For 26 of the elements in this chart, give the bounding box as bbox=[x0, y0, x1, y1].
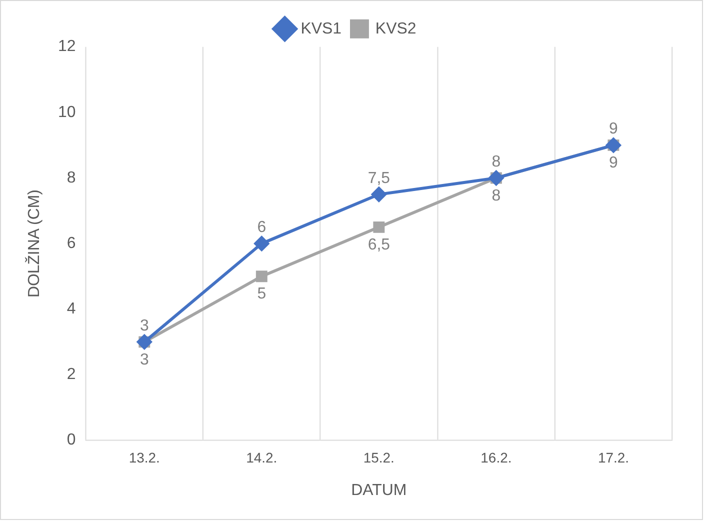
y-axis-title: DOLŽINA (CM) bbox=[24, 190, 43, 298]
data-label: 6,5 bbox=[368, 236, 390, 254]
y-tick-label: 12 bbox=[58, 38, 76, 56]
data-label: 7,5 bbox=[368, 170, 390, 187]
data-label: 3 bbox=[140, 317, 149, 334]
legend-label: KVS2 bbox=[375, 20, 416, 38]
x-axis-title: DATUM bbox=[351, 482, 407, 499]
y-tick-label: 4 bbox=[66, 300, 76, 318]
x-tick-label: 16.2. bbox=[480, 449, 512, 466]
y-tick-label: 6 bbox=[66, 234, 76, 252]
legend-label: KVS1 bbox=[300, 20, 342, 38]
data-label: 3 bbox=[140, 351, 149, 368]
data-label: 8 bbox=[492, 153, 501, 170]
data-label: 5 bbox=[257, 286, 266, 303]
y-tick-label: 8 bbox=[66, 169, 76, 186]
y-tick-label: 0 bbox=[66, 432, 76, 449]
data-label: 9 bbox=[609, 154, 618, 172]
data-label: 9 bbox=[609, 120, 618, 138]
x-tick-label: 14.2. bbox=[246, 449, 278, 466]
y-tick-label: 2 bbox=[66, 366, 76, 384]
x-tick-label: 15.2. bbox=[363, 449, 394, 466]
x-tick-label: 17.2. bbox=[598, 449, 629, 466]
x-tick-label: 13.2. bbox=[128, 449, 160, 466]
y-tick-label: 10 bbox=[58, 104, 76, 121]
data-label: 8 bbox=[492, 187, 501, 204]
data-label: 6 bbox=[257, 219, 266, 236]
